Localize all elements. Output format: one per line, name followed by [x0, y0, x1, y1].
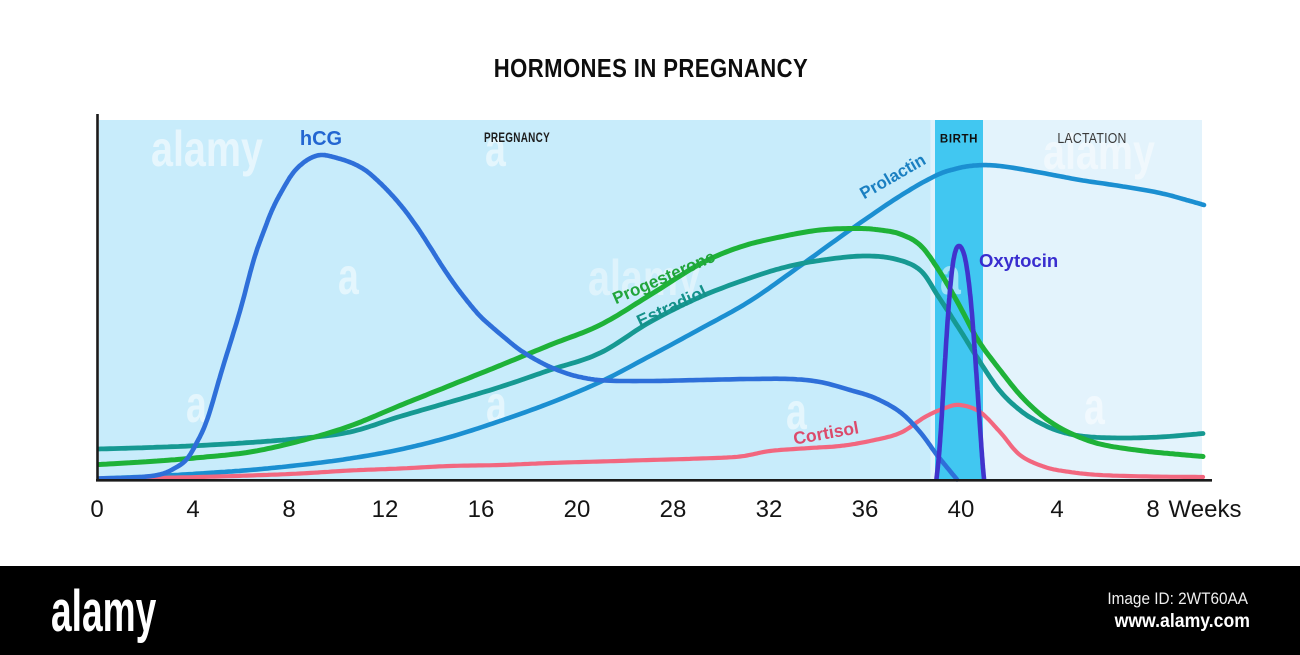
svg-text:8: 8: [1146, 496, 1159, 523]
svg-text:a: a: [186, 375, 207, 434]
svg-text:alamy: alamy: [51, 580, 156, 644]
svg-text:a: a: [485, 119, 506, 178]
svg-text:4: 4: [186, 496, 199, 523]
svg-text:LACTATION: LACTATION: [1057, 130, 1126, 146]
svg-text:Image ID: 2WT60AA: Image ID: 2WT60AA: [1107, 591, 1248, 609]
svg-text:Weeks: Weeks: [1169, 496, 1242, 523]
svg-text:32: 32: [756, 496, 783, 523]
svg-text:HORMONES IN PREGNANCY: HORMONES IN PREGNANCY: [494, 54, 808, 83]
svg-text:www.alamy.com: www.alamy.com: [1114, 609, 1250, 631]
svg-text:0: 0: [90, 496, 103, 523]
svg-text:4: 4: [1050, 496, 1063, 523]
svg-text:12: 12: [372, 496, 399, 523]
svg-text:a: a: [338, 247, 359, 306]
svg-text:BIRTH: BIRTH: [940, 134, 978, 146]
svg-text:PREGNANCY: PREGNANCY: [484, 129, 550, 145]
svg-text:a: a: [1084, 377, 1105, 436]
svg-text:Oxytocin: Oxytocin: [979, 250, 1058, 271]
svg-text:a: a: [786, 382, 807, 441]
svg-text:alamy: alamy: [151, 121, 263, 178]
svg-text:20: 20: [564, 496, 591, 523]
svg-text:40: 40: [948, 496, 975, 523]
svg-text:alamy: alamy: [1043, 124, 1155, 181]
svg-text:hCG: hCG: [300, 128, 342, 150]
svg-text:8: 8: [282, 496, 295, 523]
svg-text:16: 16: [468, 496, 495, 523]
svg-text:28: 28: [660, 496, 687, 523]
svg-text:36: 36: [852, 496, 879, 523]
